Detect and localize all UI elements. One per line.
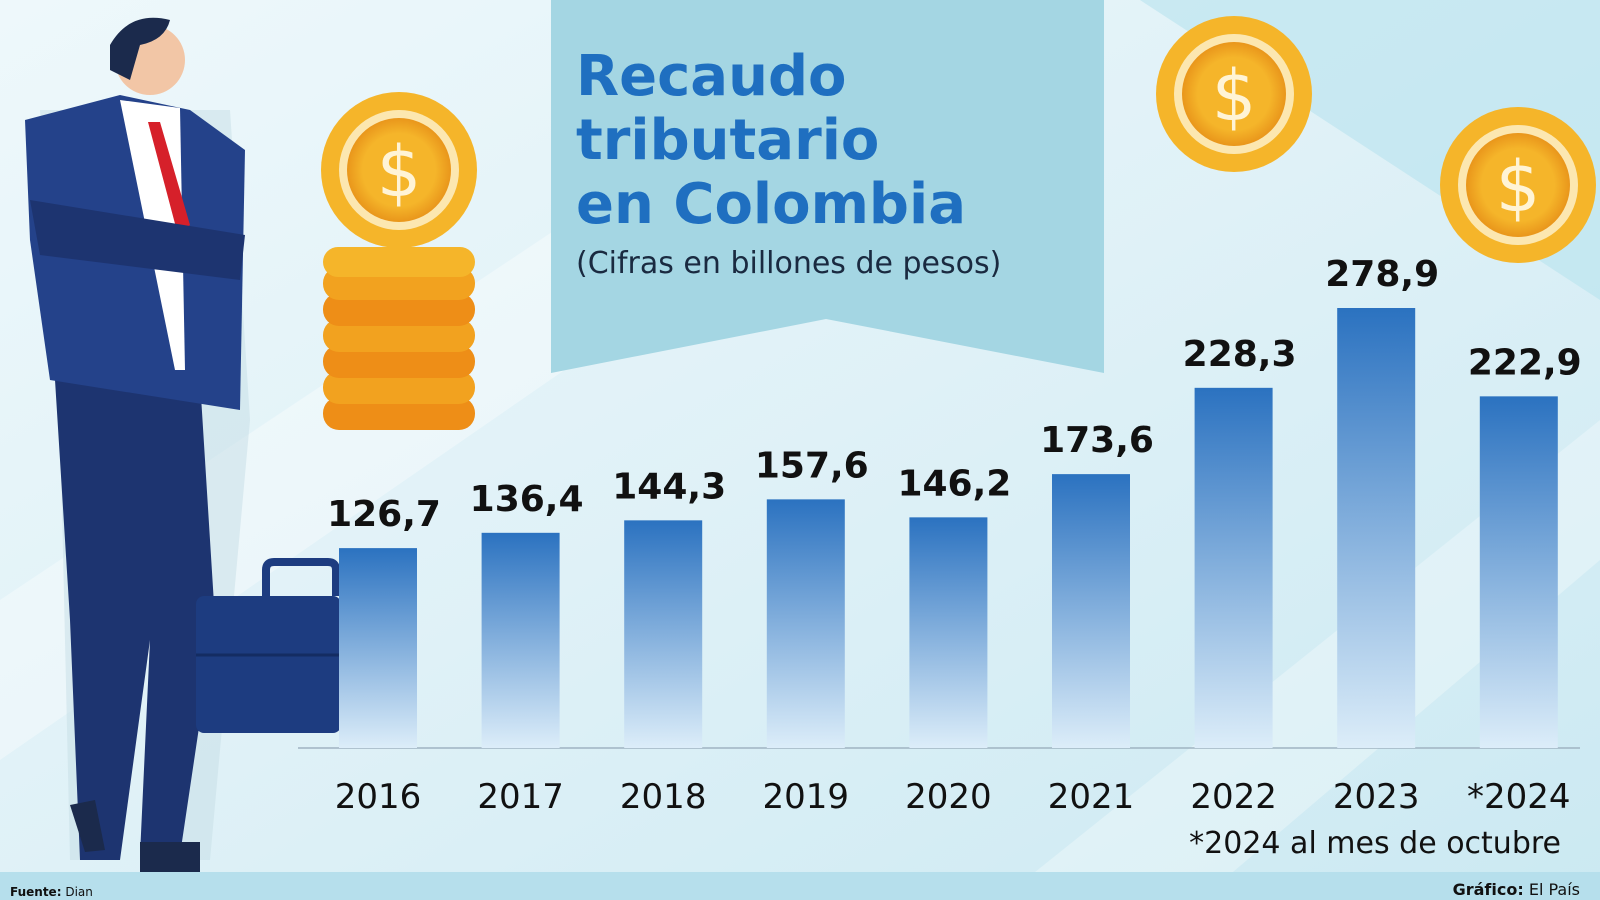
source: Fuente: Dian	[10, 885, 93, 899]
x-tick-label: 2019	[763, 777, 850, 817]
value-label: 173,6	[1040, 420, 1154, 461]
bar	[481, 532, 560, 748]
x-tick-label: 2022	[1190, 777, 1277, 817]
svg-text:$: $	[1212, 55, 1257, 137]
svg-text:$: $	[1496, 146, 1541, 228]
bar	[624, 520, 703, 748]
x-tick-label: 2018	[620, 777, 707, 817]
footer-band	[0, 872, 1600, 900]
footnote: *2024 al mes de octubre	[1189, 826, 1561, 861]
businessman-illustration	[25, 17, 341, 872]
value-label: 144,3	[612, 466, 726, 507]
credit: Gráfico: El País	[1453, 880, 1580, 899]
value-label: 136,4	[470, 479, 584, 520]
value-label: 278,9	[1325, 254, 1439, 295]
chart-subtitle: (Cifras en billones de pesos)	[576, 246, 1001, 281]
coin-stack: $	[321, 92, 477, 430]
title-panel	[551, 0, 1104, 373]
value-label: 126,7	[327, 494, 441, 535]
bar	[909, 517, 988, 748]
chart-title: Recaudo tributario en Colombia	[576, 44, 966, 237]
x-tick-label: 2023	[1333, 777, 1420, 817]
x-tick-label: 2017	[477, 777, 564, 817]
source-label: Fuente:	[10, 885, 62, 899]
bar	[1052, 474, 1130, 748]
light-streak	[1000, 420, 1600, 900]
coin: $	[1156, 16, 1312, 172]
coin: $	[1440, 107, 1596, 263]
x-tick-label: *2024	[1467, 777, 1571, 817]
value-label: 228,3	[1183, 334, 1297, 375]
value-label: 146,2	[897, 463, 1011, 504]
value-label: 222,9	[1468, 342, 1582, 383]
svg-text:$: $	[377, 131, 422, 213]
credit-label: Gráfico:	[1453, 880, 1524, 899]
x-tick-label: 2020	[905, 777, 992, 817]
bar	[1479, 396, 1558, 748]
credit-name: El País	[1529, 880, 1580, 899]
x-tick-label: 2016	[335, 777, 422, 817]
x-tick-label: 2021	[1048, 777, 1135, 817]
source-name: Dian	[65, 885, 93, 899]
bar	[766, 499, 845, 748]
bar	[339, 548, 417, 748]
value-label: 157,6	[755, 445, 869, 486]
bar	[1194, 387, 1273, 748]
bar	[1337, 308, 1416, 748]
